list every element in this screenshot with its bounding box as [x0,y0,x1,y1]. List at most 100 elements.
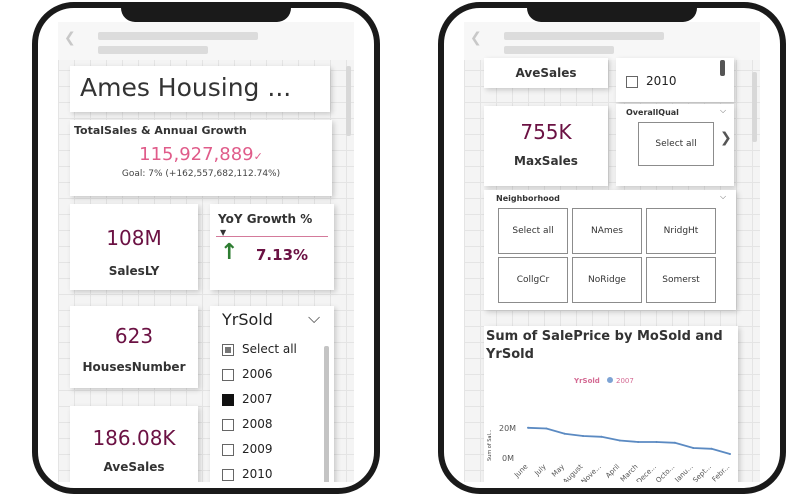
total-sales-card[interactable]: TotalSales & Annual Growth 115,927,889✓ … [70,120,332,196]
total-sales-value: 115,927,889 [139,144,254,165]
neighborhood-slicer-title: Neighborhood [496,194,560,203]
yrsold-slicer-partial[interactable]: 2010 [616,58,734,102]
checkbox[interactable] [222,418,234,431]
yrsold-slicer[interactable]: YrSold ⌵ Select all 2006 2007 2008 2009 … [210,306,334,482]
legend-entry[interactable]: 2007 [616,377,634,385]
sales-ly-card[interactable]: 108M SalesLY [70,204,198,290]
chevron-down-icon[interactable]: ⌵ [720,192,727,201]
y-axis-label: Sum of Sal... [487,429,493,461]
app-top-bar: ❮ [464,22,760,60]
blurred-header-text [504,32,664,40]
page-title: Ames Housing ... [80,73,292,102]
yoy-growth-label: YoY Growth % [218,212,313,226]
chevron-down-icon[interactable]: ⌵ [308,308,321,327]
series-line-2007[interactable] [527,426,731,455]
houses-number-card[interactable]: 623 HousesNumber [70,306,198,388]
yoy-growth-card[interactable]: YoY Growth % ▼ ↑ 7.13% [210,204,334,290]
slicer-scrollbar[interactable] [324,346,329,482]
select-all-tile[interactable]: Select all [638,122,714,166]
page-scrollbar[interactable] [346,66,351,136]
back-icon[interactable]: ❮ [64,30,76,46]
yrsold-slicer-title: YrSold [222,310,273,329]
slicer-option[interactable]: 2009 [222,442,273,456]
data-point[interactable] [618,439,621,442]
data-point[interactable] [729,453,731,455]
slicer-option-label: Select all [242,342,297,356]
up-arrow-icon: ↑ [220,240,239,265]
legend-title: YrSold [573,377,600,385]
slicer-option[interactable]: 2006 [222,367,273,381]
legend-marker [607,377,613,383]
slicer-scrollbar[interactable] [720,60,725,76]
data-point[interactable] [673,441,676,444]
checkbox[interactable] [222,343,234,356]
ave-sales-label: AveSales [103,460,165,474]
chevron-right-icon[interactable]: ❯ [720,130,732,146]
max-sales-card[interactable]: 755K MaxSales [484,106,608,186]
checkbox[interactable] [222,393,234,406]
data-point[interactable] [563,432,566,435]
y-tick-label: 20M [499,424,516,433]
slicer-option[interactable]: 2008 [222,417,273,431]
checkbox[interactable] [222,443,234,456]
max-sales-label: MaxSales [514,154,578,168]
x-tick-label: Febr... [711,463,732,482]
slicer-option-label: 2009 [242,442,273,456]
sales-ly-label: SalesLY [108,264,160,278]
x-tick-label: June [512,463,529,480]
phone-notch [121,8,291,22]
data-point[interactable] [710,447,713,450]
sort-indicator-icon: ▼ [220,228,227,237]
slicer-option-label: 2006 [242,367,273,381]
back-icon[interactable]: ❮ [470,30,482,46]
check-icon: ✓ [253,150,263,163]
checkbox[interactable] [626,75,638,88]
data-point[interactable] [637,441,640,443]
phone-frame-left: ❮ Ames Housing ... TotalSales & Annual G… [32,2,380,494]
total-sales-goal: Goal: 7% (+162,557,682,112.74%) [121,169,281,179]
ave-sales-card-partial[interactable]: AveSales [484,58,608,88]
ave-sales-value: 186.08K [92,426,176,450]
houses-number-label: HousesNumber [82,360,186,374]
chart-title: Sum of SalePrice by MoSold and YrSold [486,329,723,362]
slicer-option[interactable]: Select all [222,342,297,356]
y-tick-label: 0M [502,454,514,463]
slicer-option-label: 2010 [242,467,273,481]
max-sales-value: 755K [520,120,572,144]
phone-notch [527,8,697,22]
title-card: Ames Housing ... [70,66,330,112]
overallqual-slicer-title: OverallQual [626,108,679,117]
data-point[interactable] [545,427,548,430]
phone-frame-right: ❮ AveSales 2010 755K MaxSales OverallQua… [438,2,786,494]
slicer-option[interactable]: 2010 [222,467,273,481]
data-point[interactable] [692,447,695,449]
neighborhood-tile[interactable]: Somerst [646,257,716,303]
x-tick-label: July [533,463,548,478]
report-canvas-left: ❮ Ames Housing ... TotalSales & Annual G… [58,22,354,482]
yoy-growth-value: 7.13% [256,246,309,264]
checkbox[interactable] [222,368,234,381]
checkbox[interactable] [222,468,234,481]
neighborhood-tile[interactable]: NAmes [572,208,642,254]
page-scrollbar[interactable] [752,72,757,142]
chevron-down-icon[interactable]: ⌵ [720,106,727,115]
houses-number-value: 623 [114,324,154,348]
divider-line [216,236,328,237]
total-sales-value-row: 115,927,889✓ [70,144,332,165]
neighborhood-tile[interactable]: NoRidge [572,257,642,303]
data-point[interactable] [582,435,585,437]
x-tick-label: Nove... [580,463,603,482]
neighborhood-tile[interactable]: CollgCr [498,257,568,303]
line-chart-card[interactable]: Sum of SalePrice by MoSold and YrSold Yr… [484,326,738,482]
line-chart[interactable]: YrSold 2007 Sum of Sal... 20M 0M June Jul… [484,326,738,482]
neighborhood-slicer[interactable]: Neighborhood ⌵ Select all NAmes NridgHt … [484,190,736,310]
slicer-option[interactable]: 2007 [222,392,273,406]
data-point[interactable] [600,435,603,438]
data-point[interactable] [527,426,529,429]
ave-sales-card[interactable]: 186.08K AveSales [70,406,198,482]
data-point[interactable] [655,441,658,443]
slicer-option[interactable]: 2010 [626,74,677,88]
neighborhood-tile[interactable]: NridgHt [646,208,716,254]
overallqual-slicer[interactable]: OverallQual ⌵ Select all ❯ [616,104,734,186]
neighborhood-tile[interactable]: Select all [498,208,568,254]
